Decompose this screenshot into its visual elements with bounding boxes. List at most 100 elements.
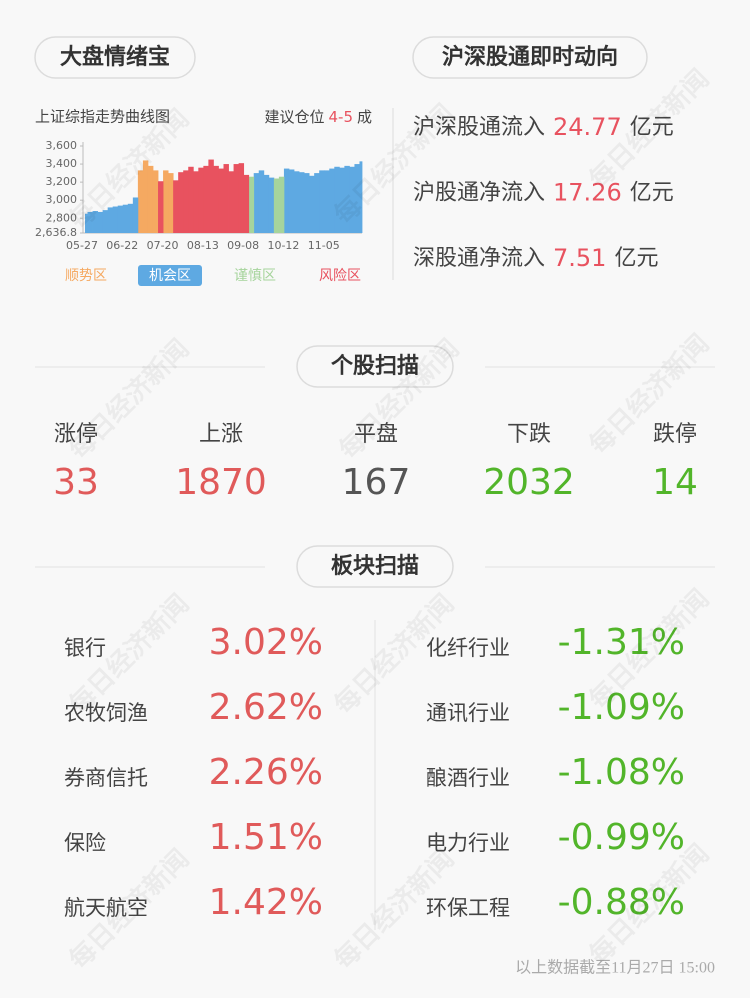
area-column [213, 165, 219, 233]
area-column [142, 160, 149, 233]
sector-value: -0.88% [558, 882, 685, 923]
area-column [132, 197, 139, 233]
area-column [263, 174, 270, 233]
area-column [334, 166, 340, 233]
area-column [258, 170, 265, 233]
area-column [228, 171, 234, 233]
legend-label: 风险区 [319, 268, 361, 284]
area-column [238, 163, 245, 233]
y-tick-label: 2,636.8 [35, 226, 77, 239]
area-column [294, 171, 300, 233]
area-column [168, 173, 174, 233]
stock-value: 14 [652, 462, 698, 503]
flow-unit: 亿元 [630, 181, 674, 206]
flow-unit: 亿元 [614, 246, 658, 271]
legend-swatch [138, 265, 202, 286]
sector-label: 环保工程 [426, 896, 510, 920]
flow-value: 7.51 [553, 244, 606, 272]
sector-label: 券商信托 [64, 766, 148, 790]
flow-unit: 亿元 [630, 115, 674, 140]
area-column [112, 206, 119, 233]
sector-value: -1.08% [558, 752, 685, 793]
y-tick-label: 2,800 [46, 211, 78, 224]
stock-label: 平盘 [354, 422, 398, 447]
advice: 建议仓位 4-5 成 [264, 108, 372, 126]
area-column [107, 207, 114, 233]
area-column [314, 173, 320, 233]
advice-value: 4-5 [328, 108, 353, 126]
area-column [359, 161, 363, 233]
sector-label: 通讯行业 [426, 701, 510, 725]
area-column [102, 210, 109, 233]
flow-label: 沪深股通流入 [413, 115, 545, 140]
flow-row: 沪深股通流入 24.77 亿元 [413, 113, 674, 141]
area-column [329, 168, 335, 233]
area-column [283, 168, 290, 233]
area-column [147, 165, 154, 233]
x-tick-label: 06-22 [106, 239, 138, 252]
area-column [203, 165, 209, 233]
sector-label: 航天航空 [64, 896, 148, 920]
area-column [97, 211, 104, 233]
flow-label: 沪股通净流入 [413, 181, 545, 206]
sector-value: 2.26% [209, 752, 323, 793]
flow-value: 17.26 [553, 179, 622, 207]
area-column [152, 170, 159, 233]
sector-value: -0.99% [558, 817, 685, 858]
area-column [299, 172, 305, 233]
sector-label: 化纤行业 [426, 636, 510, 660]
advice-label: 建议仓位 [264, 108, 324, 126]
stock-label: 下跌 [507, 422, 551, 447]
sector-label: 银行 [64, 636, 106, 660]
area-column [158, 181, 164, 233]
pill [412, 36, 648, 79]
area-column [339, 167, 345, 233]
legend-label: 机会区 [149, 268, 191, 284]
sector-label: 电力行业 [426, 831, 510, 855]
area-column [193, 171, 199, 233]
pill [296, 545, 454, 588]
x-tick-label: 09-08 [227, 239, 259, 252]
area-column [288, 169, 295, 233]
pill [34, 36, 196, 79]
section-title: 沪深股通即时动向 [442, 44, 618, 70]
sector-value: 3.02% [209, 622, 323, 663]
x-tick-label: 08-13 [187, 239, 219, 252]
area-column [117, 205, 124, 233]
area-column [248, 176, 255, 233]
flow-row: 深股通净流入 7.51 亿元 [413, 244, 658, 272]
stock-value: 1870 [175, 462, 267, 503]
area-column [309, 175, 315, 233]
area-column [188, 166, 194, 233]
x-tick-label: 10-12 [267, 239, 299, 252]
area-column [253, 173, 260, 233]
flow-row: 沪股通净流入 17.26 亿元 [413, 179, 674, 207]
flow-label: 深股通净流入 [413, 246, 545, 271]
y-tick-label: 3,200 [46, 175, 78, 188]
area-column [304, 173, 310, 233]
sector-value: -1.09% [558, 687, 685, 728]
area-column [208, 159, 214, 233]
stock-value: 167 [342, 462, 411, 503]
flow-value: 24.77 [553, 113, 622, 141]
section-title: 板块扫描 [331, 554, 419, 579]
area-column [127, 203, 134, 233]
sector-label: 保险 [64, 831, 106, 855]
area-column [137, 170, 144, 233]
area-column [273, 178, 280, 233]
legend-label: 谨慎区 [234, 268, 276, 284]
area-column [85, 213, 88, 233]
footer: 以上数据截至11月27日 15:00 [515, 959, 715, 977]
area-column [354, 164, 360, 233]
chart-title: 上证综指走势曲线图 [35, 108, 170, 126]
area-column [324, 170, 330, 233]
sector-value: 1.51% [209, 817, 323, 858]
sector-value: 2.62% [209, 687, 323, 728]
sector-label: 酿酒行业 [426, 766, 510, 790]
area-column [92, 211, 98, 233]
section-title: 个股扫描 [331, 354, 419, 379]
x-tick-label: 07-20 [147, 239, 179, 252]
stock-value: 33 [53, 462, 99, 503]
area-column [178, 172, 184, 233]
